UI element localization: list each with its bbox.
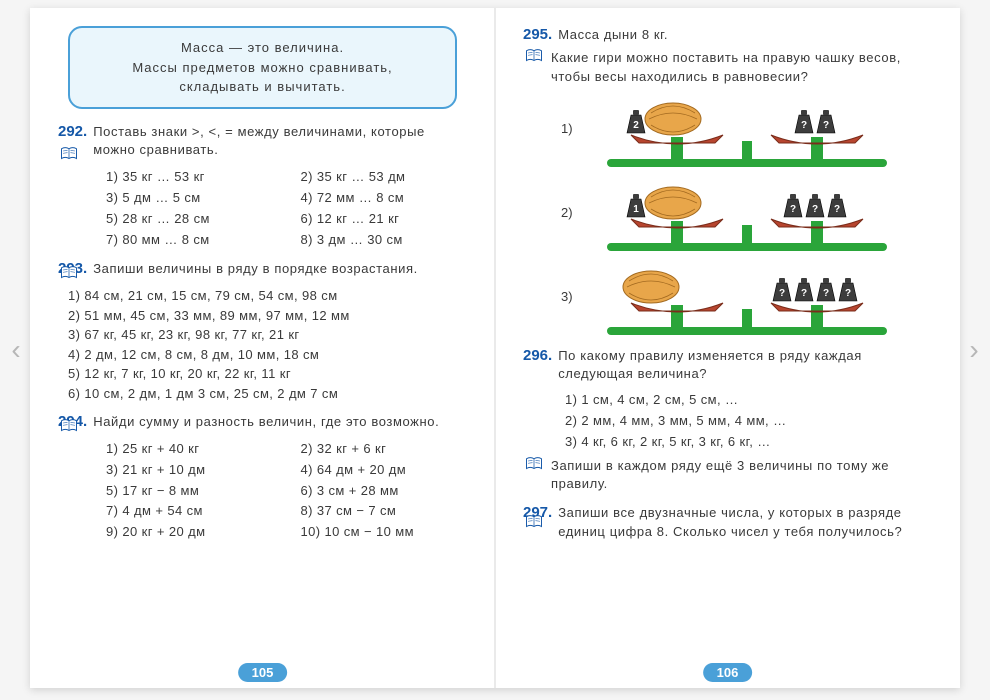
list-item: 1) 35 кг … 53 кг <box>106 167 273 188</box>
list-item: 1) 1 см, 4 см, 2 см, 5 см, … <box>565 390 932 411</box>
problem-294: 294. Найди сумму и разность величин, где… <box>58 413 467 543</box>
svg-text:?: ? <box>801 120 807 131</box>
info-line: Масса — это величина. <box>86 38 439 58</box>
list-item: 2) 35 кг … 53 дм <box>301 167 468 188</box>
list-item: 8) 37 см − 7 см <box>301 501 468 522</box>
svg-text:?: ? <box>845 288 851 299</box>
next-page-button[interactable]: › <box>960 326 988 374</box>
problem-293: 293. Запиши величины в ряду в порядке во… <box>58 260 467 403</box>
svg-text:?: ? <box>823 288 829 299</box>
list-item: 7) 4 дм + 54 см <box>106 501 273 522</box>
svg-text:?: ? <box>812 204 818 215</box>
book-icon <box>525 515 543 529</box>
problem-296: 296. По какому правилу изменяется в ряду… <box>523 347 932 495</box>
svg-text:2: 2 <box>633 120 639 131</box>
problem-text: По какому правилу изменяется в ряду кажд… <box>558 347 932 385</box>
list-item: 8) 3 дм … 30 см <box>301 230 468 251</box>
page-number: 105 <box>238 663 288 682</box>
problem-295: 295. Масса дыни 8 кг. Какие гири можно п… <box>523 26 932 337</box>
svg-text:?: ? <box>779 288 785 299</box>
book-icon <box>60 266 78 280</box>
problem-number: 295. <box>523 26 552 43</box>
scale-label: 3) <box>561 259 587 304</box>
book-icon <box>60 147 78 161</box>
scale-row: 1) 2 ? ? <box>561 91 932 169</box>
list-item: 3) 21 кг + 10 дм <box>106 460 273 481</box>
problem-292: 292. Поставь знаки >, <, = между величин… <box>58 123 467 251</box>
list-item: 3) 67 кг, 45 кг, 23 кг, 98 кг, 77 кг, 21… <box>68 325 467 345</box>
list-item: 1) 84 см, 21 см, 15 см, 79 см, 54 см, 98… <box>68 286 467 306</box>
svg-text:?: ? <box>801 288 807 299</box>
list-item: 4) 64 дм + 20 дм <box>301 460 468 481</box>
list-item: 6) 10 см, 2 дм, 1 дм 3 см, 25 см, 2 дм 7… <box>68 384 467 404</box>
problem-subtask: Запиши в каждом ряду ещё 3 величины по т… <box>551 457 932 495</box>
problem-text: Какие гири можно поставить на правую чаш… <box>551 49 932 87</box>
problem-list: 1) 25 кг + 40 кг 3) 21 кг + 10 дм 5) 17 … <box>106 439 467 543</box>
list-item: 7) 80 мм … 8 см <box>106 230 273 251</box>
list-item: 2) 2 мм, 4 мм, 3 мм, 5 мм, 4 мм, … <box>565 411 932 432</box>
scale-row: 2) 1 ? ? ? <box>561 175 932 253</box>
prev-page-button[interactable]: ‹ <box>2 326 30 374</box>
book-icon <box>525 457 543 471</box>
problem-number: 296. <box>523 347 552 364</box>
info-box: Масса — это величина. Массы предметов мо… <box>68 26 457 109</box>
problem-list: 1) 84 см, 21 см, 15 см, 79 см, 54 см, 98… <box>68 286 467 403</box>
scales-container: 1) 2 ? ? 2) 1 <box>523 91 932 337</box>
balance-scale: 1 ? ? ? <box>587 175 907 253</box>
problem-number: 292. <box>58 123 87 140</box>
problem-text: Поставь знаки >, <, = между величинами, … <box>93 123 467 161</box>
list-item: 2) 51 мм, 45 см, 33 мм, 89 мм, 97 мм, 12… <box>68 306 467 326</box>
list-item: 4) 2 дм, 12 см, 8 см, 8 дм, 10 мм, 18 см <box>68 345 467 365</box>
problem-text: Запиши величины в ряду в порядке возраст… <box>93 260 418 279</box>
list-item: 4) 72 мм … 8 см <box>301 188 468 209</box>
page-right: 295. Масса дыни 8 кг. Какие гири можно п… <box>495 8 960 688</box>
list-item: 6) 3 см + 28 мм <box>301 481 468 502</box>
list-item: 1) 25 кг + 40 кг <box>106 439 273 460</box>
problem-text: Найди сумму и разность величин, где это … <box>93 413 439 432</box>
list-item: 2) 32 кг + 6 кг <box>301 439 468 460</box>
problem-title: Масса дыни 8 кг. <box>558 26 668 45</box>
info-line: Массы предметов можно сравнивать, <box>86 58 439 78</box>
book-spread: Масса — это величина. Массы предметов мо… <box>30 8 960 688</box>
svg-text:?: ? <box>790 204 796 215</box>
list-item: 10) 10 см − 10 мм <box>301 522 468 543</box>
scale-row: 3) ? ? ? ? <box>561 259 932 337</box>
svg-text:?: ? <box>823 120 829 131</box>
problem-list: 1) 35 кг … 53 кг 3) 5 дм … 5 см 5) 28 кг… <box>106 167 467 250</box>
problem-297: 297. Запиши все двузначные числа, у кото… <box>523 504 932 529</box>
info-line: складывать и вычитать. <box>86 77 439 97</box>
problem-list: 1) 1 см, 4 см, 2 см, 5 см, … 2) 2 мм, 4 … <box>565 390 932 452</box>
balance-scale: ? ? ? ? <box>587 259 907 337</box>
book-icon <box>525 49 543 63</box>
balance-scale: 2 ? ? <box>587 91 907 169</box>
list-item: 5) 12 кг, 7 кг, 10 кг, 20 кг, 22 кг, 11 … <box>68 364 467 384</box>
list-item: 5) 17 кг − 8 мм <box>106 481 273 502</box>
svg-text:?: ? <box>834 204 840 215</box>
scale-label: 1) <box>561 91 587 136</box>
svg-text:1: 1 <box>633 204 639 215</box>
scale-label: 2) <box>561 175 587 220</box>
book-icon <box>60 419 78 433</box>
page-left: Масса — это величина. Массы предметов мо… <box>30 8 495 688</box>
page-number: 106 <box>703 663 753 682</box>
list-item: 3) 5 дм … 5 см <box>106 188 273 209</box>
list-item: 5) 28 кг … 28 см <box>106 209 273 230</box>
list-item: 6) 12 кг … 21 кг <box>301 209 468 230</box>
problem-text: Запиши все двузначные числа, у которых в… <box>558 504 932 542</box>
list-item: 3) 4 кг, 6 кг, 2 кг, 5 кг, 3 кг, 6 кг, … <box>565 432 932 453</box>
list-item: 9) 20 кг + 20 дм <box>106 522 273 543</box>
